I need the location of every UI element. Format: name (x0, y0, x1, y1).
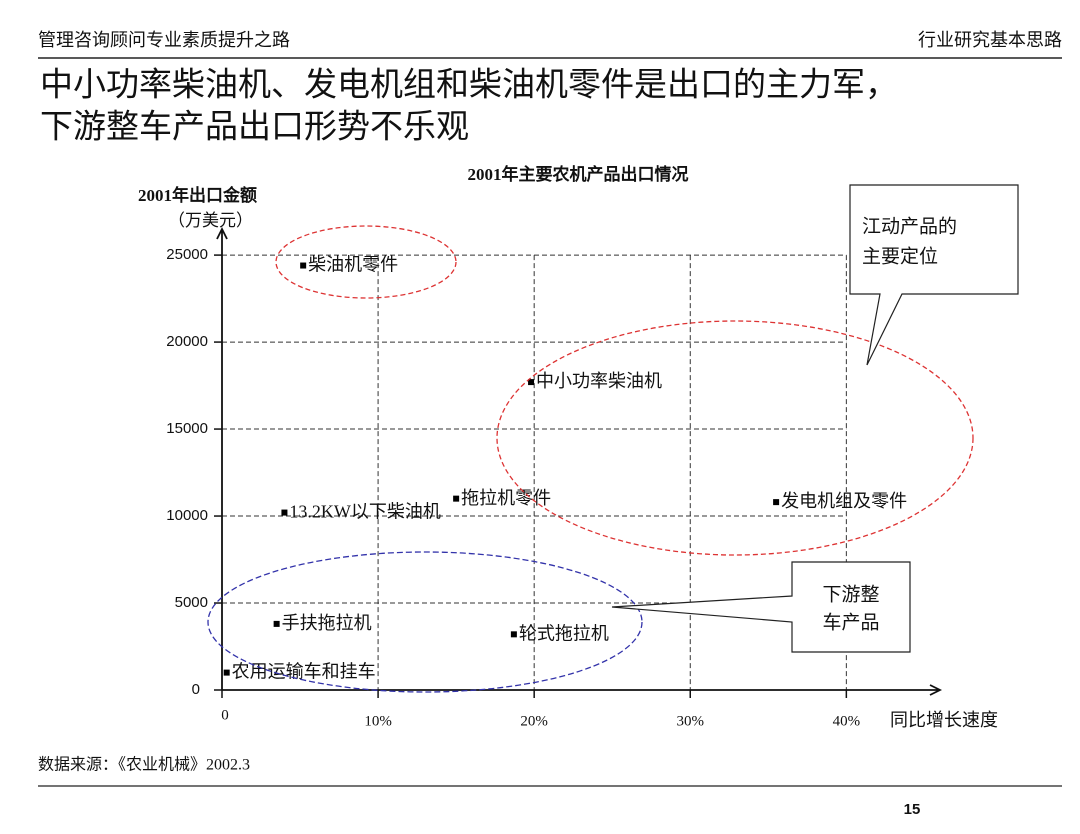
y-tick-label: 15000 (166, 420, 208, 437)
data-point (223, 669, 230, 676)
y-tick-label: 10000 (166, 507, 208, 524)
slide-title: 下游整车产品出口形势不乐观 (40, 109, 469, 146)
callout-text: 主要定位 (862, 245, 938, 267)
data-point (773, 499, 780, 506)
header-right: 行业研究基本思路 (918, 30, 1062, 50)
data-point (510, 631, 517, 638)
highlight-ellipse (207, 551, 643, 693)
x-tick-label: 40% (833, 713, 861, 729)
data-point (300, 262, 307, 269)
data-point (281, 509, 288, 516)
y-tick-label: 5000 (175, 594, 208, 611)
source-note: 数据来源：《农业机械》2002.3 (38, 756, 250, 774)
data-point (453, 495, 460, 502)
y-axis-label: （万美元） (168, 211, 253, 230)
data-point (273, 620, 280, 627)
y-tick-label: 25000 (166, 246, 208, 263)
point-label: 轮式拖拉机 (519, 623, 609, 643)
point-label: 手扶拖拉机 (282, 613, 372, 633)
x-tick-label: 20% (520, 713, 548, 729)
y-axis-label: 2001年出口金额 (138, 185, 257, 205)
point-label: 中小功率柴油机 (536, 371, 662, 391)
point-label: 拖拉机零件 (461, 488, 551, 508)
callout-text: 江动产品的 (862, 215, 957, 237)
point-label: 农用运输车和挂车 (232, 662, 376, 682)
point-label: 发电机组及零件 (781, 491, 907, 511)
point-label: 柴油机零件 (308, 255, 398, 275)
page-number: 15 (904, 801, 921, 818)
y-tick-label: 0 (192, 681, 200, 698)
callout-text: 下游整 (822, 583, 879, 605)
highlight-ellipse (496, 320, 974, 556)
data-point (528, 379, 535, 386)
slide-title: 中小功率柴油机、发电机组和柴油机零件是出口的主力军， (40, 67, 898, 104)
chart-title: 2001年主要农机产品出口情况 (468, 164, 689, 184)
point-label: 13.2KW以下柴油机 (289, 502, 441, 522)
x-tick-label: 0 (221, 707, 229, 723)
x-axis-label: 同比增长速度 (890, 710, 998, 730)
y-axis (216, 226, 228, 690)
callout (611, 561, 911, 653)
highlight-ellipse (275, 225, 457, 299)
x-tick-label: 10% (364, 713, 392, 729)
header-left: 管理咨询顾问专业素质提升之路 (38, 30, 290, 50)
x-tick-label: 30% (677, 713, 705, 729)
callout-text: 车产品 (822, 611, 879, 633)
plot: 0 5000 10000 15000 20000 25000 0 10% 20% 30% 40% 柴油… (166, 226, 943, 729)
x-axis (222, 684, 943, 696)
callout (849, 184, 1019, 366)
y-tick-label: 20000 (166, 333, 208, 350)
